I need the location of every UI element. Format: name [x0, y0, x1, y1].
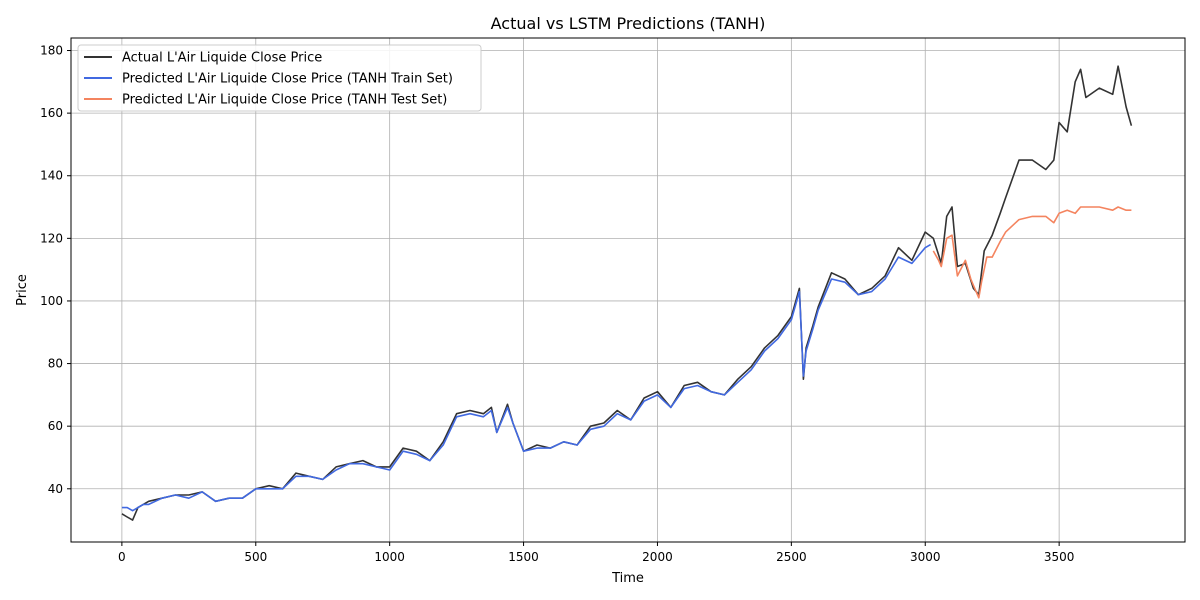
series-line-1 [121, 65, 1133, 521]
legend-label: Predicted L'Air Liquide Close Price (TAN… [122, 93, 447, 108]
plot-frame [70, 37, 1186, 543]
legend-label: Predicted L'Air Liquide Close Price (TAN… [122, 72, 453, 87]
series-line-3 [932, 206, 1132, 299]
y-tick-label: 40 [48, 482, 63, 496]
y-tick-label: 160 [40, 106, 63, 120]
x-tick-label: 1000 [374, 550, 405, 564]
x-tick-label: 0 [118, 550, 126, 564]
series-line-2 [121, 243, 931, 512]
y-tick-label: 180 [40, 44, 63, 58]
x-axis: 0 500 1000 1500 2000 2500 3000 3500 [118, 542, 1074, 564]
x-axis-label: Time [611, 571, 644, 586]
x-tick-label: 2500 [776, 550, 807, 564]
chart-title: Actual vs LSTM Predictions (TANH) [491, 14, 766, 33]
y-axis-label: Price [15, 274, 30, 306]
series-layer [121, 65, 1133, 521]
y-tick-label: 120 [40, 231, 63, 245]
y-axis: 40 60 80 100 120 140 160 180 [40, 44, 71, 496]
x-tick-label: 3000 [910, 550, 941, 564]
y-tick-label: 140 [40, 169, 63, 183]
y-tick-label: 80 [48, 357, 63, 371]
x-tick-label: 1500 [508, 550, 539, 564]
legend-label: Actual L'Air Liquide Close Price [122, 51, 322, 66]
y-tick-label: 60 [48, 419, 63, 433]
x-tick-label: 500 [244, 550, 267, 564]
legend: Actual L'Air Liquide Close Price Predicte… [77, 44, 482, 112]
legend-box [77, 44, 482, 112]
y-tick-label: 100 [40, 294, 63, 308]
x-tick-label: 3500 [1044, 550, 1075, 564]
x-tick-label: 2000 [642, 550, 673, 564]
